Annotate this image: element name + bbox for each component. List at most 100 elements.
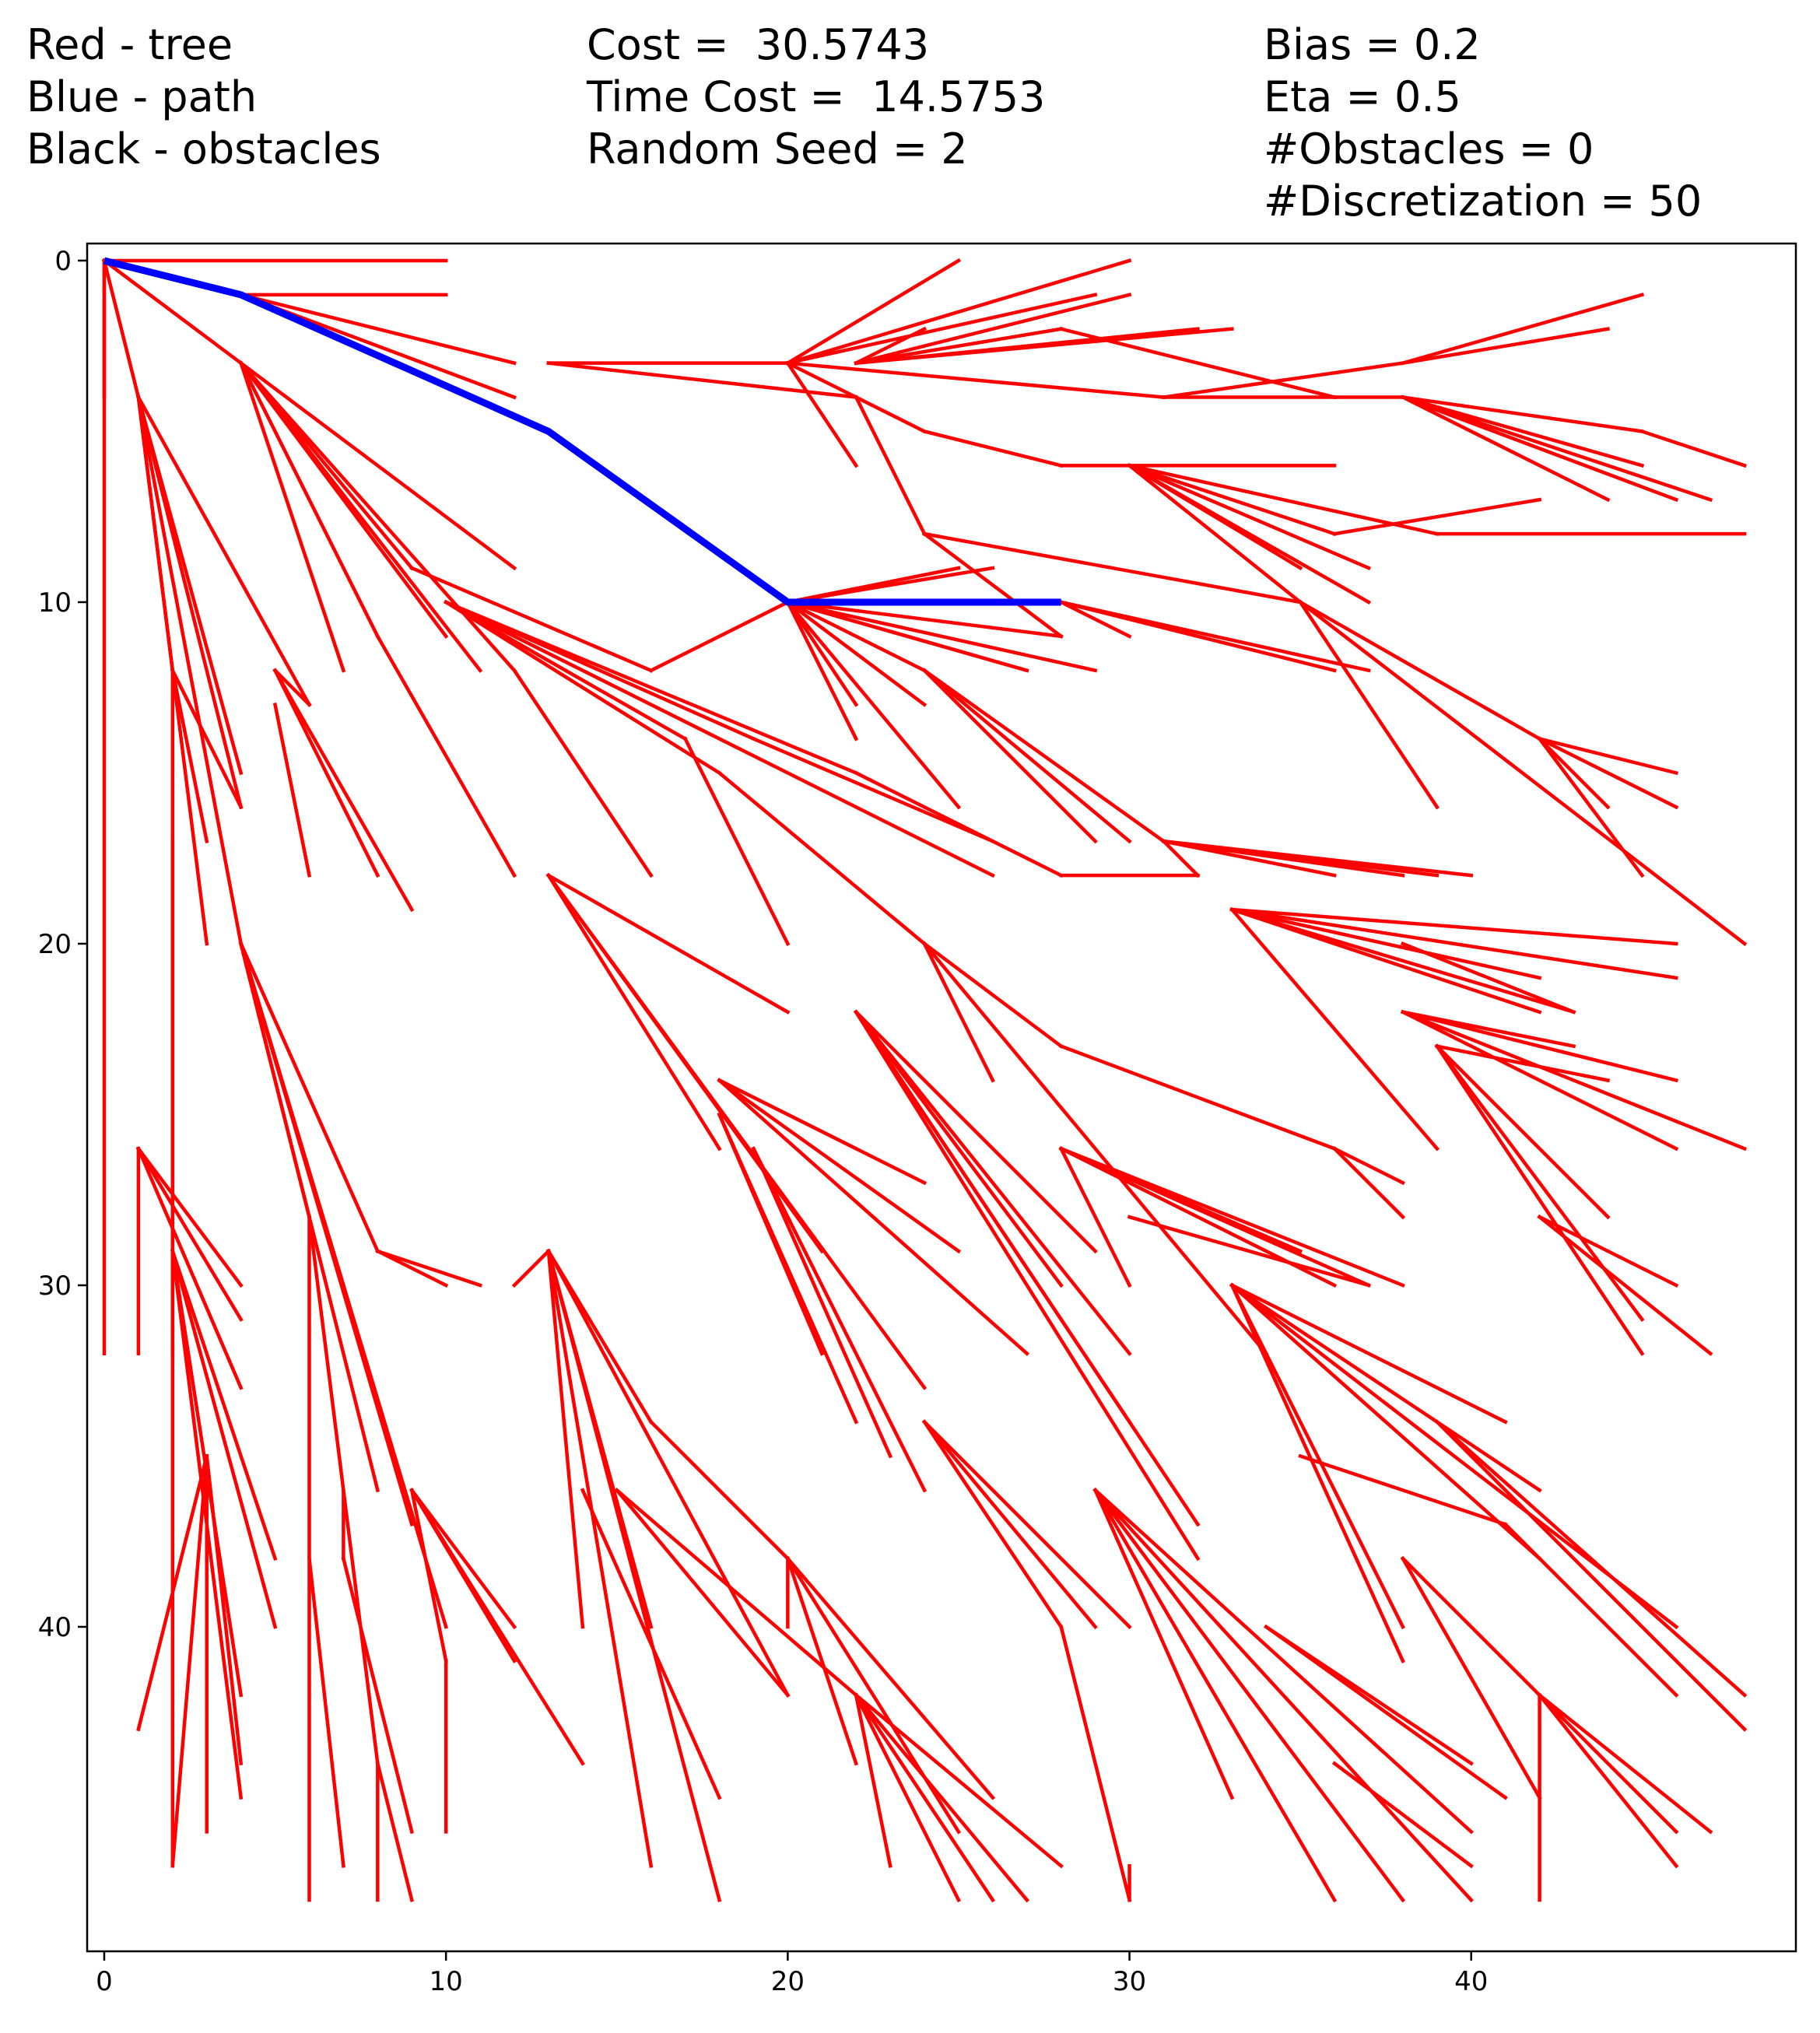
tree-edge — [1058, 1625, 1132, 1902]
tree-edge — [1503, 1522, 1679, 1698]
tree-edge — [1537, 1692, 1713, 1835]
tree-edge — [135, 1146, 244, 1288]
tree-edge — [136, 395, 175, 673]
tree-edge — [854, 770, 1064, 878]
tree-edge — [409, 1488, 585, 1766]
tree-edge — [921, 668, 1166, 844]
tree-edge — [546, 1249, 585, 1629]
tree-edge — [511, 668, 654, 878]
cost-label: Cost = 30.5743 — [587, 20, 930, 69]
tree-edge — [854, 327, 1200, 366]
tree-edge — [1298, 599, 1748, 947]
tree-edge — [546, 1249, 654, 1629]
tree-edge — [272, 668, 380, 878]
tree-edge — [1229, 907, 1542, 980]
tree-edge — [751, 736, 995, 844]
x-tick-label: 40 — [1454, 1966, 1488, 1997]
tree-edge — [272, 668, 415, 913]
tree-edge — [1332, 1146, 1405, 1186]
tree-edge — [854, 326, 928, 366]
tree-edge — [614, 1488, 859, 1698]
tree-edge — [1401, 293, 1645, 366]
tree-edge — [785, 600, 1098, 673]
tree-edge — [238, 360, 517, 673]
tree-edge — [1229, 907, 1576, 1015]
tree-edge — [1092, 1488, 1406, 1903]
tree-edge — [1058, 1146, 1132, 1288]
tree-edge — [921, 941, 1064, 1049]
tree-edge — [409, 566, 654, 673]
y-tick-label: 20 — [38, 929, 72, 960]
tree-edge — [785, 566, 995, 605]
tree-edge — [135, 394, 312, 707]
tree-edge — [648, 1419, 791, 1562]
tree-edge — [922, 429, 1064, 468]
tree-edge — [1537, 736, 1611, 810]
tree-edge — [1400, 1556, 1542, 1800]
tree-edge — [854, 293, 1132, 366]
y-tick-label: 0 — [54, 246, 72, 277]
tree-edge — [1058, 600, 1337, 673]
tree-edge — [1400, 394, 1611, 503]
tree-edge — [238, 360, 415, 571]
tree-edges — [101, 258, 1748, 1903]
tree-edge — [854, 1692, 996, 1903]
tree-edge — [921, 668, 1132, 844]
tree-edge — [922, 941, 995, 1083]
tree-edge — [170, 1249, 278, 1629]
tree-edge — [614, 1488, 791, 1698]
tree-edge — [1434, 1043, 1645, 1356]
tree-edge — [545, 873, 825, 1254]
tree-edge — [854, 1693, 892, 1868]
tree-edge — [1435, 1044, 1611, 1083]
params-text: Bias = 0.2 Eta = 0.5 #Obstacles = 0 #Discre… — [1264, 19, 1702, 227]
tree-edge — [1537, 1214, 1713, 1356]
path-line — [103, 257, 1061, 606]
tree-edge — [238, 360, 517, 571]
tree-edge — [785, 293, 1098, 366]
tree-edge — [238, 941, 380, 1254]
tree-edge — [444, 600, 859, 776]
tree-edge — [272, 703, 312, 878]
tree-edge — [409, 1488, 448, 1663]
tree-edge — [545, 1249, 791, 1698]
tree-edge — [854, 1009, 1098, 1254]
legend-tree: Red - tree — [26, 20, 233, 69]
tree-edge — [854, 1009, 1064, 1288]
tree-edge — [1401, 394, 1713, 503]
tree-edge — [136, 394, 244, 810]
tree-edge — [1092, 1488, 1338, 1903]
tree-edge — [135, 1146, 244, 1390]
tree-edge — [1229, 1282, 1405, 1629]
bias-label: Bias = 0.2 — [1264, 20, 1481, 69]
tree-edge — [545, 1248, 654, 1425]
tree-edge — [1229, 1282, 1542, 1562]
tree-edge — [717, 1078, 928, 1186]
tree-edge — [785, 1556, 859, 1766]
tree-edge — [135, 1146, 244, 1322]
x-tick-label: 10 — [430, 1966, 463, 1997]
tree-edge — [854, 327, 1064, 366]
tree-edge — [1058, 327, 1337, 400]
tree-edge — [682, 736, 791, 946]
tree-edge — [1331, 1146, 1406, 1220]
tree-edge — [1161, 361, 1405, 400]
tree-edge — [785, 1556, 962, 1835]
y-tick-label: 40 — [38, 1612, 72, 1643]
tree-edge — [785, 599, 928, 673]
legend-text: Red - tree Blue - path Black - obstacles — [26, 19, 381, 175]
tree-edge — [545, 873, 791, 1015]
tree-edge — [272, 668, 312, 707]
tree-edge — [170, 668, 244, 810]
tree-edge — [785, 360, 859, 468]
tree-edge — [1434, 1043, 1645, 1323]
tree-edge — [1092, 1488, 1235, 1800]
tree-edge — [546, 1249, 654, 1868]
random-seed-label: Random Seed = 2 — [587, 124, 968, 174]
tree-edge — [409, 1488, 517, 1630]
tree-edge — [1331, 1761, 1474, 1869]
tree-edge — [854, 394, 928, 537]
tree-edge — [717, 1078, 962, 1254]
discretization-label: #Discretization = 50 — [1264, 177, 1703, 226]
tree-edge — [1434, 1419, 1748, 1732]
